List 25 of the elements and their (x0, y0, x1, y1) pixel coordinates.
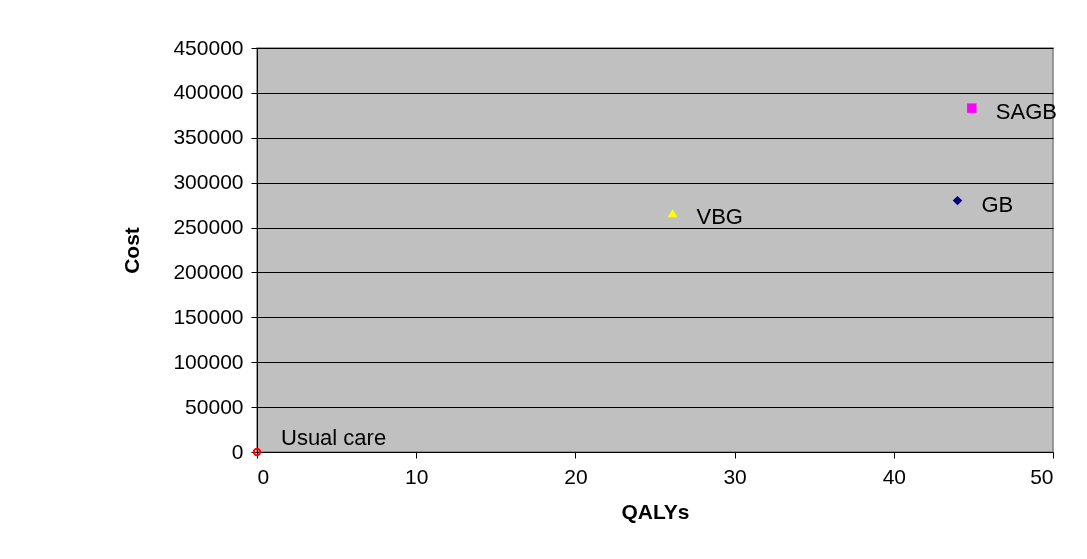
series-label: VBG (696, 204, 743, 230)
series-label: SAGB (995, 99, 1057, 125)
x-tick-label: 40 (882, 464, 906, 488)
y-tick-label: 250000 (173, 215, 244, 239)
y-tick-label: 50000 (185, 394, 244, 418)
series-label: Usual care (281, 425, 387, 450)
y-tick-label: 350000 (173, 125, 244, 149)
x-axis-title: QALYs (621, 499, 690, 523)
point (667, 209, 678, 218)
y-tick-label: 400000 (173, 80, 244, 104)
x-tick-label: 0 (257, 464, 270, 488)
y-tick-label: 150000 (173, 304, 244, 328)
x-tick-label: 30 (723, 464, 747, 488)
point (967, 103, 977, 113)
point (952, 195, 963, 206)
y-tick-label: 100000 (173, 349, 244, 373)
y-tick-label: 0 (231, 439, 244, 463)
series-label: GB (981, 191, 1014, 217)
y-tick-label: 450000 (173, 35, 244, 59)
y-tick-label: 200000 (173, 259, 244, 283)
x-tick-label: 50 (1030, 464, 1054, 488)
y-tick-label: 300000 (173, 170, 244, 194)
x-tick-label: 10 (405, 464, 429, 488)
y-axis-title: Cost (120, 227, 144, 274)
x-tick-label: 20 (564, 464, 588, 488)
